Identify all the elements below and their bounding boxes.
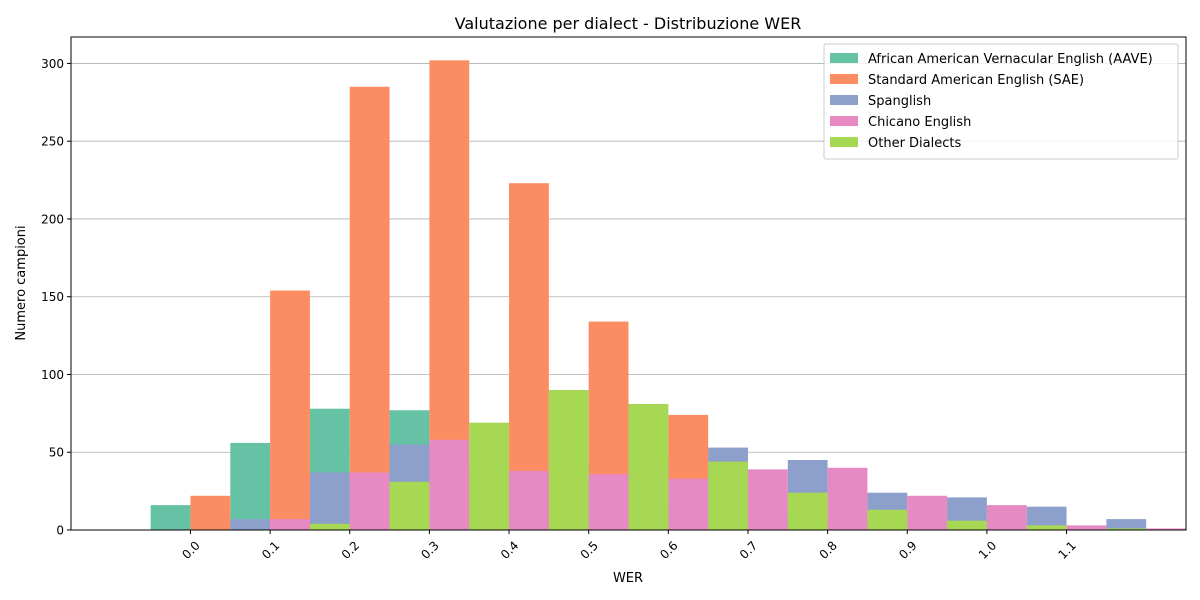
legend-label: Chicano English xyxy=(868,115,971,130)
bar xyxy=(349,472,390,530)
y-tick-label: 200 xyxy=(41,212,64,226)
y-tick-label: 150 xyxy=(41,290,64,304)
bar xyxy=(309,523,350,530)
bar xyxy=(907,495,948,530)
x-tick-label: 1.1 xyxy=(1055,538,1078,561)
y-tick-label: 0 xyxy=(56,524,64,538)
bar xyxy=(787,492,828,530)
bar xyxy=(270,519,310,530)
bar xyxy=(469,422,510,530)
bar xyxy=(389,481,430,530)
y-axis-label: Numero campioni xyxy=(14,225,29,340)
legend-label: Standard American English (SAE) xyxy=(868,73,1084,88)
bar xyxy=(1066,525,1107,530)
legend-swatch xyxy=(830,137,858,147)
bar xyxy=(190,495,231,530)
legend-swatch xyxy=(830,74,858,84)
bar xyxy=(309,472,350,530)
x-tick-label: 0.7 xyxy=(737,538,760,561)
x-tick-label: 0.8 xyxy=(817,538,840,561)
bar xyxy=(349,86,390,530)
bar xyxy=(1106,528,1147,530)
y-tick-label: 100 xyxy=(41,368,64,382)
bar xyxy=(1106,519,1147,530)
bar xyxy=(230,519,271,530)
plot-frame xyxy=(70,36,1187,531)
legend-label: Spanglish xyxy=(868,94,931,109)
bar xyxy=(708,461,748,530)
x-tick-label: 1.0 xyxy=(976,538,999,561)
bar xyxy=(270,290,310,530)
bar xyxy=(230,442,271,530)
bar xyxy=(668,478,709,530)
bar xyxy=(986,505,1027,530)
legend: African American Vernacular English (AAV… xyxy=(823,43,1179,160)
bar xyxy=(429,439,470,530)
bar xyxy=(509,470,549,530)
bar xyxy=(1146,528,1186,530)
bar xyxy=(150,505,191,530)
x-tick-label: 0.5 xyxy=(578,538,601,561)
bar xyxy=(548,390,589,530)
x-tick-label: 0.1 xyxy=(259,538,282,561)
legend-swatch xyxy=(830,95,858,105)
bar xyxy=(827,467,868,530)
y-axis: 0 50 100 150 200 250 300 xyxy=(41,57,71,538)
x-tick-label: 0.6 xyxy=(657,538,680,561)
x-tick-label: 0.3 xyxy=(418,538,441,561)
bar xyxy=(947,520,987,530)
legend-swatch xyxy=(830,116,858,126)
bar xyxy=(1026,506,1067,530)
x-tick-label: 0.0 xyxy=(179,538,202,561)
legend-swatch xyxy=(830,53,858,63)
legend-box xyxy=(823,43,1179,160)
x-axis-label: WER xyxy=(613,571,643,586)
bar xyxy=(867,509,908,530)
legend-label: African American Vernacular English (AAV… xyxy=(868,52,1153,67)
x-axis: 0.0 0.1 0.2 0.3 0.4 0.5 0.6 0.7 0.8 0.9 1.0 1.1 xyxy=(179,530,1079,562)
bar xyxy=(1026,525,1067,530)
chart-title: Valutazione per dialect - Distribuzione … xyxy=(455,14,802,33)
bar xyxy=(588,474,629,530)
legend-label: Other Dialects xyxy=(868,136,961,151)
bar xyxy=(628,404,669,530)
y-tick-label: 250 xyxy=(41,135,64,149)
y-tick-label: 300 xyxy=(41,57,64,71)
x-tick-label: 0.9 xyxy=(896,538,919,561)
x-tick-label: 0.2 xyxy=(339,538,362,561)
x-tick-label: 0.4 xyxy=(498,538,521,561)
bars xyxy=(150,60,1186,531)
y-tick-label: 50 xyxy=(49,446,64,460)
bar xyxy=(747,469,788,530)
